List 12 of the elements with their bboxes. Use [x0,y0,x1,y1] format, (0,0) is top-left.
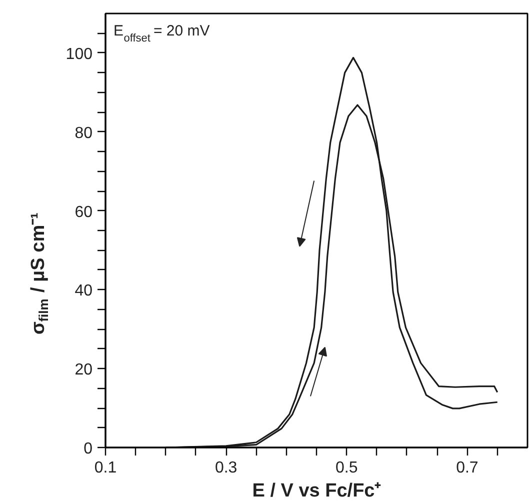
y-tick-label: 60 [74,204,93,221]
y-tick-label: 20 [74,362,93,379]
x-tick-label: 0.3 [214,460,238,476]
x-tick-label: 0.1 [94,460,117,476]
x-axis-title: E / V vs Fc/Fc⁺ [252,480,382,502]
y-tick-label: 80 [74,124,93,142]
y-axis-title: σfilm / μS cm⁻¹ [28,212,51,335]
y-tick-label: 0 [84,440,93,458]
y-tick-label: 100 [66,46,93,63]
y-tick-label: 40 [74,282,93,300]
x-tick-label: 0.7 [456,460,478,476]
x-tick-label: 0.5 [336,460,358,476]
